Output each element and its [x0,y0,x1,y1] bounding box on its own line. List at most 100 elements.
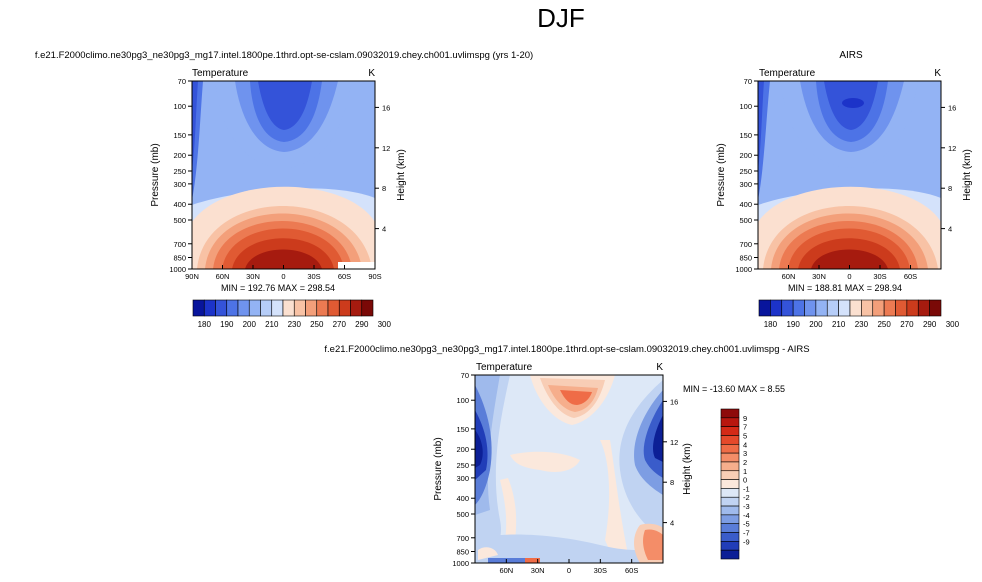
colorbar-label: 180 [764,320,778,329]
x-tick-label: 30N [531,566,545,575]
colorbar-swatch [770,299,783,317]
colorbar-label: 230 [855,320,869,329]
min-max-stats: MIN = 188.81 MAX = 298.94 [788,283,902,293]
colorbar-swatch [720,470,740,480]
colorbar-label: 180 [198,320,212,329]
y-tick-label: 70 [461,371,469,380]
panel-title: AIRS [839,50,863,61]
colorbar-label: 200 [809,320,823,329]
contour-field [758,81,941,269]
colorbar-swatch [883,299,896,317]
y2-tick-label: 16 [382,103,390,112]
colorbar-label: 250 [310,320,324,329]
min-max-stats: MIN = -13.60 MAX = 8.55 [683,384,785,394]
y-tick-label: 850 [456,548,469,557]
variable-label: Temperature [759,68,816,79]
x-tick-label: 0 [567,566,571,575]
colorbar-label: 290 [355,320,369,329]
x-tick-label: 90S [368,272,381,281]
y-tick-label: 150 [739,131,752,140]
x-axis-ticks: 60N 30N 0 30S 60S [782,265,917,281]
colorbar-swatch [804,299,817,317]
x-axis-ticks: 90N 60N 30N 0 30S 60S 90S [185,265,382,281]
colorbar-swatch [271,299,284,317]
colorbar-swatch [248,299,261,317]
colorbar-swatch [849,299,862,317]
colorbar-swatch [792,299,805,317]
y2-tick-label: 8 [948,184,952,193]
y-tick-label: 200 [739,151,752,160]
colorbar-label: -7 [743,529,750,538]
colorbar-swatch [361,299,374,317]
y-tick-label: 400 [739,200,752,209]
y-axis-label: Pressure (mb) [150,143,161,206]
colorbar-label: 190 [220,320,234,329]
y2-axis-label: Height (km) [396,149,407,201]
y-tick-label: 200 [456,445,469,454]
colorbar-label: 9 [743,414,747,423]
y-tick-label: 850 [173,254,186,263]
x-tick-label: 30S [594,566,607,575]
y-tick-label: 150 [173,131,186,140]
y2-tick-label: 8 [670,478,674,487]
panel-title: f.e21.F2000climo.ne30pg3_ne30pg3_mg17.in… [324,344,809,355]
panel-model: f.e21.F2000climo.ne30pg3_ne30pg3_mg17.in… [35,50,533,329]
y-axis-ticks: 70 100 150 200 250 300 400 500 700 850 1000 [169,77,192,274]
colorbar-label: 300 [378,320,392,329]
colorbar-label: 200 [243,320,257,329]
y2-tick-label: 4 [948,225,952,234]
panel-airs: AIRS Temperature K 70 100 150 200 250 300 400 5… [716,50,973,329]
y-tick-label: 1000 [452,559,469,568]
colorbar-swatch [327,299,340,317]
x-tick-label: 30S [307,272,320,281]
y-tick-label: 100 [173,102,186,111]
y-tick-label: 70 [178,77,186,86]
y-tick-label: 500 [456,510,469,519]
colorbar-swatch [720,443,740,454]
y-tick-label: 100 [456,396,469,405]
y-tick-label: 250 [739,167,752,176]
y-tick-label: 200 [173,151,186,160]
colorbar-label: 300 [946,320,960,329]
colorbar-label: 5 [743,431,747,440]
y-tick-label: 70 [744,77,752,86]
colorbar-swatch [215,299,228,317]
colorbar-labels: 180 190 200 210 230 250 270 290 300 [764,320,960,329]
colorbar-swatch [720,514,740,525]
colorbar-swatch [917,299,930,317]
colorbar-swatch [316,299,329,317]
y2-tick-label: 16 [670,397,678,406]
colorbar-swatch [720,532,740,542]
x-tick-label: 60S [338,272,351,281]
y2-tick-label: 4 [670,519,674,528]
colorbar [720,408,740,560]
x-tick-label: 60N [782,272,796,281]
colorbar-label: -5 [743,520,750,529]
colorbar-swatch [720,417,740,427]
colorbar-swatch [758,299,771,317]
y2-axis-label: Height (km) [682,443,693,495]
y-axis-ticks: 70 100 150 200 250 300 400 500 700 850 1000 [735,77,758,274]
y2-axis-label: Height (km) [962,149,973,201]
x-tick-label: 30S [873,272,886,281]
colorbar-swatch [305,299,318,317]
colorbar-label: -1 [743,484,750,493]
y2-axis-ticks: 16 12 8 4 [375,103,390,234]
y-tick-label: 700 [456,534,469,543]
units-label: K [656,362,663,373]
colorbar-swatch [260,299,273,317]
y-tick-label: 400 [173,200,186,209]
colorbar-swatch [338,299,351,317]
y-tick-label: 250 [173,167,186,176]
colorbar-label: 190 [786,320,800,329]
colorbar-swatch [237,299,250,317]
y-tick-label: 300 [173,180,186,189]
y-tick-label: 1000 [169,265,186,274]
colorbar [192,299,374,317]
colorbar-label: 1 [743,467,747,476]
colorbar-label: -2 [743,493,750,502]
y-tick-label: 300 [739,180,752,189]
colorbar-label: 7 [743,423,747,432]
y-axis-label: Pressure (mb) [716,143,727,206]
colorbar-swatch [838,299,851,317]
